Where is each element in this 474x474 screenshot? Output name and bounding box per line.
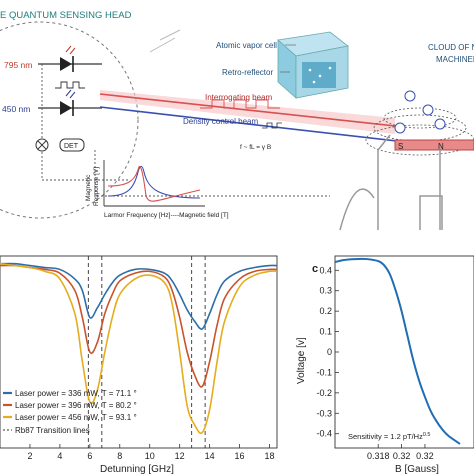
- chart1-transition-lines: [87, 256, 206, 448]
- y-tick-label-3: 0.1: [319, 327, 332, 337]
- x-tick-label-7: 16: [235, 451, 245, 461]
- chart2-panel-label: c: [312, 263, 318, 275]
- chart2-x-ticks: 0.318 0.32 0.32: [367, 444, 434, 461]
- interrogating-beam-band: [100, 90, 395, 134]
- density-beam-label: Density control beam: [183, 117, 258, 126]
- laser-450-diode-icon: [38, 89, 102, 116]
- voltage-curve-0: [334, 257, 461, 445]
- x-tick-label-5: 12: [175, 451, 185, 461]
- x-tick-label-2: 6: [87, 451, 92, 461]
- magnet-bar: [394, 139, 474, 151]
- inset-xlabel: Larmor Frequency [Hz]----Magnetic field …: [104, 212, 229, 219]
- retro-reflector-label: Retro-reflector: [222, 68, 273, 77]
- beam-modulation-wave: [200, 99, 280, 109]
- cloud-icon: [365, 90, 474, 156]
- atomic-vapor-cell-label: Atomic vapor cell: [216, 41, 277, 50]
- legend-item-396: Laser power = 396 mW, T = 80.2 °: [15, 401, 137, 410]
- chart-absorption: 2 4 6 8 10 12 14 16 18 Detunning [GHz] Laser pow…: [0, 255, 278, 474]
- cloud-label-2: MACHINED: [436, 55, 474, 64]
- chart1-xlabel: Detunning [GHz]: [100, 464, 174, 474]
- x-tick-label-1: 4: [57, 451, 62, 461]
- frequency-relation: f ~ fL = γ B: [240, 144, 271, 151]
- y-tick-label-8: -0.4: [316, 429, 332, 439]
- y-tick-label-5: -0.1: [316, 367, 332, 377]
- frequency-wave-icon: [262, 122, 282, 129]
- sensing-head-circle: [0, 21, 139, 219]
- head-modulation-wave-icon: [55, 81, 85, 89]
- y-tick-label-0: 0.4: [319, 265, 332, 275]
- y-tick-label-7: -0.3: [316, 408, 332, 418]
- x-tick-label-3: 8: [117, 451, 122, 461]
- x-tick-label-0: 2: [27, 451, 32, 461]
- inset-ylabel-1: Magnetic: [85, 174, 92, 201]
- x2-tick-label-1: 0.32: [393, 451, 411, 461]
- atomic-vapor-cell-icon: [277, 31, 349, 99]
- y-tick-label-1: 0.3: [319, 286, 332, 296]
- density-beam-line: [99, 106, 441, 147]
- laser-795-label: 795 nm: [4, 60, 32, 70]
- chart2-xlabel: B [Gauss]: [395, 464, 439, 474]
- top-panel: E QUANTUM SENSING HEAD 795 nm 450 nm DET: [0, 10, 474, 231]
- chart2-series: [334, 257, 461, 445]
- laser-450-label: 450 nm: [2, 104, 30, 114]
- det-box: [59, 138, 85, 152]
- det-label: DET: [64, 143, 79, 150]
- laser-795-diode-icon: [38, 45, 102, 72]
- magnet-s: S: [398, 142, 403, 151]
- x2-tick-label-0: 0.318: [367, 451, 390, 461]
- interrogating-beam-label: Interrogating beam: [205, 93, 272, 102]
- x-tick-label-6: 14: [205, 451, 215, 461]
- chart1-series: [0, 262, 278, 435]
- y-tick-label-2: 0.2: [319, 306, 332, 316]
- legend-item-transition: Rb87 Transition lines: [15, 426, 90, 435]
- y-tick-label-4: 0: [327, 347, 332, 357]
- magnet-n: N: [438, 142, 444, 151]
- y-tick-label-6: -0.2: [316, 388, 332, 398]
- sensing-head-title: E QUANTUM SENSING HEAD: [0, 10, 132, 21]
- interrogating-beam-line: [99, 93, 396, 127]
- cloud-label-1: CLOUD OF N: [428, 43, 474, 52]
- series-line-1: [0, 264, 278, 388]
- chart2-annotation: Sensitivity = 1.2 pT/Hz0.5: [348, 432, 430, 441]
- chart2-plot-area: [334, 255, 474, 449]
- chart2-ylabel: Voltage [v]: [296, 337, 307, 384]
- series-line-2: [0, 262, 278, 435]
- inset-magnetic-response: [103, 160, 205, 207]
- chart1-x-ticks: 2 4 6 8 10 12 14 16 18: [27, 444, 275, 461]
- series-line-0: [0, 262, 278, 330]
- head-wiring: [41, 64, 330, 197]
- machine-outline: [339, 134, 443, 231]
- x-tick-label-4: 10: [145, 451, 155, 461]
- chart-sensitivity: c 0.40.30.20.10-0.1-0.2-0.3-0.4 0.318 0.3…: [296, 255, 474, 474]
- x-tick-label-8: 18: [265, 451, 275, 461]
- x2-tick-label-2: 0.32: [416, 451, 434, 461]
- inset-ylabel-2: Response [V]: [93, 167, 100, 206]
- legend-item-456: Laser power = 456 mW, T = 93.1 °: [15, 413, 137, 422]
- legend-item-336: Laser power = 336 mW, T = 71.1 °: [15, 389, 137, 398]
- chart1-legend: Laser power = 336 mW, T = 71.1 ° Laser p…: [3, 389, 137, 435]
- chart2-y-ticks: 0.4 0.3 0.2 0.1 0 -0.1 -0.2 -0.3 -0.4: [316, 265, 339, 439]
